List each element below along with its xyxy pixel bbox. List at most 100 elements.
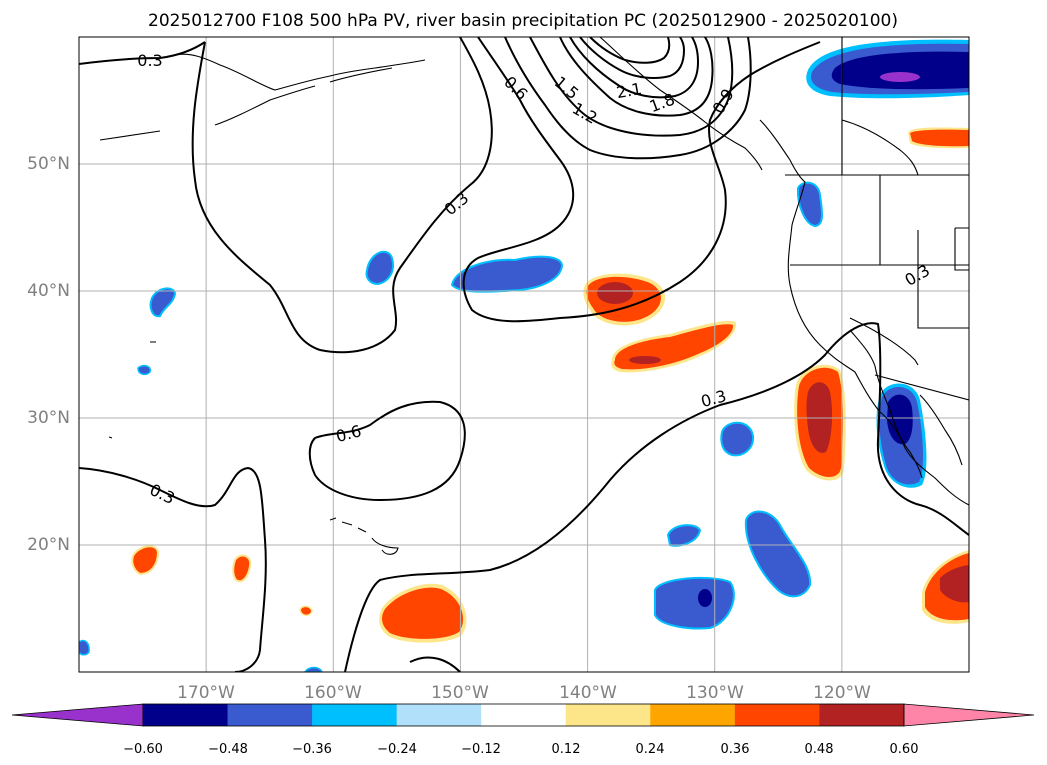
contour-2.1: [589, 37, 671, 64]
neg-mid-area: [654, 576, 735, 630]
negative-anomaly-vancouver: [796, 181, 823, 228]
contour-0.3-nw: [79, 41, 206, 65]
bc-border: [841, 119, 919, 176]
negative-anomaly-blob-6: [744, 510, 812, 598]
contour-label: 2.1: [615, 79, 643, 102]
lat-label: 20°N: [27, 535, 70, 555]
colorbar-tick-label: −0.48: [208, 742, 248, 757]
colorbar-extend-min: [11, 703, 144, 727]
negative-anomaly-blob-1: [365, 250, 394, 286]
colorbar-tick-label: 0.48: [805, 742, 834, 757]
colorbar-tick-label: 0.24: [636, 742, 665, 757]
contour-0.9: [529, 37, 734, 137]
contour-0.3-south: [344, 322, 969, 672]
state-border-ca-nv: [849, 317, 919, 366]
negative-anomaly-blob-4: [137, 364, 151, 376]
negative-anomaly-blob-9: [79, 639, 90, 656]
baja-coast: [849, 329, 923, 479]
north-america-coast: [759, 119, 969, 506]
pos-dark-area: [940, 565, 969, 603]
lat-label: 50°N: [27, 154, 70, 174]
gridlines: [79, 37, 969, 672]
colorbar-segment: [734, 704, 820, 726]
positive-anomaly-blob-5: [299, 605, 313, 617]
longitude-labels: 170°W 160°W 150°W 140°W 130°W 120°W: [177, 683, 871, 703]
colorbar-segment: [481, 704, 567, 726]
pos-dark-area: [629, 356, 661, 364]
lon-label: 150°W: [431, 683, 489, 703]
colorbar: [11, 703, 1035, 727]
map-background: [79, 37, 969, 672]
colorbar-frame: [142, 703, 905, 727]
neg-dark-area: [887, 394, 913, 445]
colorbar-extend-max: [903, 703, 1035, 727]
lon-label: 140°W: [559, 683, 617, 703]
negative-anomaly-blob-8: [654, 576, 735, 630]
aleutian-islands: [174, 53, 426, 91]
map-frame: [78, 36, 970, 673]
colorbar-segment: [650, 704, 736, 726]
positive-anomaly-coast-california: [794, 364, 846, 481]
coastlines: [99, 37, 969, 555]
positive-anomaly-southeast: [922, 550, 969, 624]
positive-anomaly-bc: [908, 127, 969, 149]
chart-title: 2025012700 F108 500 hPa PV, river basin …: [148, 11, 898, 31]
colorbar-tick-label: 0.12: [552, 742, 581, 757]
negative-anomaly-gulf-alaska: [806, 39, 969, 99]
positive-anomaly-blob-6: [379, 583, 467, 643]
latitude-labels: 50°N 40°N 30°N 20°N: [27, 154, 70, 555]
state-border-2: [917, 230, 969, 329]
contour-label: 0.3: [137, 51, 162, 70]
lat-label: 40°N: [27, 281, 70, 301]
lat-label: 30°N: [27, 408, 70, 428]
contour-0.3-bottom: [409, 656, 461, 672]
contour-1.8: [579, 37, 686, 79]
colorbar-ticks: −0.60 −0.48 −0.36 −0.24 −0.12 0.12 0.24 …: [123, 742, 918, 757]
colorbar-segment: [143, 704, 229, 726]
contour-0.6-south: [308, 400, 466, 502]
contour-0.3-southwest: [79, 466, 267, 672]
gulf-california-coast: [919, 394, 963, 466]
colorbar-segment: [396, 704, 482, 726]
colorbar-tick-label: −0.24: [377, 742, 417, 757]
contour-0.3-mid: [191, 37, 493, 354]
lon-label: 120°W: [813, 683, 871, 703]
positive-anomaly-blob-2: [611, 320, 737, 373]
pos-mid-area: [382, 587, 464, 639]
colorbar-tick-label: 0.36: [721, 742, 750, 757]
negative-anomaly-blob-2: [450, 255, 564, 293]
contour-0.3-main: [462, 37, 821, 323]
negative-anomaly-blob-5: [720, 421, 755, 457]
colorbar-segment: [312, 704, 398, 726]
contour-1.5: [569, 37, 700, 99]
lon-label: 130°W: [686, 683, 744, 703]
colorbar-tick-label: 0.60: [890, 742, 919, 757]
colorbar-tick-label: −0.12: [461, 742, 501, 757]
contour-0.6-upper: [504, 37, 752, 160]
lon-label: 160°W: [304, 683, 362, 703]
pv-contours: [79, 37, 969, 672]
aleutian-chain: [99, 67, 393, 141]
colorbar-segment: [819, 704, 905, 726]
us-mexico-border: [874, 374, 969, 401]
colorbar-tick-label: −0.60: [123, 742, 163, 757]
map-panel: 0.3 0.6 1.5 1.2 2.1 1.8 0.9 0.3 0.3 0.6 …: [79, 37, 969, 672]
alaska-panhandle-coast: [599, 37, 763, 171]
pos-dark-area: [597, 282, 633, 304]
colorbar-segment: [227, 704, 313, 726]
negative-anomaly-blob-3: [149, 287, 177, 318]
state-border-3: [954, 227, 969, 271]
lon-label: 170°W: [177, 683, 235, 703]
colorbar-tick-label: −0.36: [292, 742, 332, 757]
neg-dark-area: [831, 51, 969, 90]
pos-mid-area: [910, 129, 969, 147]
neg-extreme-area: [880, 72, 920, 82]
positive-anomaly-blob-3: [131, 545, 160, 576]
contour-1.2: [559, 37, 714, 117]
positive-anomaly-blob-4: [232, 554, 252, 583]
colorbar-segment: [565, 704, 651, 726]
negative-anomaly-blob-7: [666, 524, 702, 547]
hawaiian-islands: [329, 517, 399, 555]
neg-dark-area: [698, 589, 712, 607]
